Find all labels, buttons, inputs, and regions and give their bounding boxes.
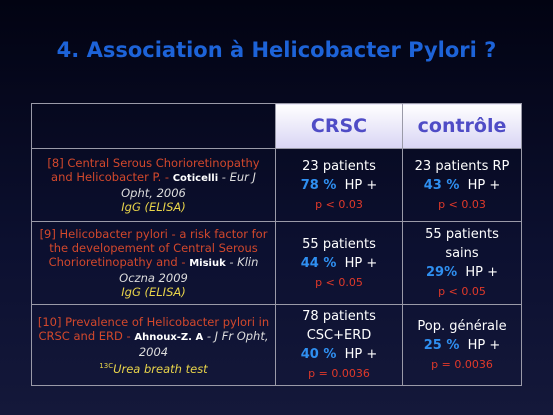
study-method: IgG (ELISA) xyxy=(121,200,186,214)
result-cell: Pop. générale 25 % HP + p = 0.0036 xyxy=(402,304,522,386)
group: 23 patients xyxy=(302,158,376,174)
hp-line: 43 % HP + xyxy=(407,176,517,195)
p-value: p < 0.05 xyxy=(438,285,486,298)
study-cell: [10] Prevalence of Helicobacter pylori i… xyxy=(31,304,276,386)
p-value: p = 0.0036 xyxy=(308,367,370,380)
percentage: 40 % xyxy=(300,347,337,362)
hp-line: 44 % HP + xyxy=(280,254,398,273)
result-cell: 55 patients sains 29% HP + p < 0.05 xyxy=(402,221,522,305)
p-value: p < 0.03 xyxy=(315,197,363,211)
header-cell: contrôle xyxy=(402,103,522,149)
title-lead: 4. Association à xyxy=(56,38,245,62)
hp-line: 29% HP + xyxy=(407,263,517,282)
group: 55 patients xyxy=(302,236,376,252)
hp-line: 40 % HP + xyxy=(280,345,398,364)
study-method: Urea breath test xyxy=(113,361,208,376)
group: 55 patients sains xyxy=(425,227,499,261)
hp-label: HP + xyxy=(344,255,378,271)
group: 78 patients CSC+ERD xyxy=(302,309,376,343)
result-cell: 23 patients 78 % HP + p < 0.03 xyxy=(275,148,403,222)
study-text: [10] Prevalence of Helicobacter pylori i… xyxy=(37,314,270,343)
study-ref: - Eur J Opht, 2006 xyxy=(121,170,256,200)
result-cell: 23 patients RP 43 % HP + p < 0.03 xyxy=(402,148,522,222)
study-cell: [8] Central Serous Chorioretinopathy and… xyxy=(31,148,276,222)
percentage: 78 % xyxy=(300,177,337,193)
study-ref: - J Fr Opht, 2004 xyxy=(138,328,269,359)
hp-label: HP + xyxy=(465,265,499,280)
p-value: p = 0.0036 xyxy=(431,357,493,371)
group: 23 patients RP xyxy=(414,158,510,174)
study-author: Misiuk xyxy=(189,258,226,269)
method-sup: 13C xyxy=(99,361,114,370)
header-empty xyxy=(31,103,276,149)
study-ref: - Klin Oczna 2009 xyxy=(119,255,259,285)
header-cell: CRSC xyxy=(275,103,403,149)
hp-label: HP + xyxy=(344,177,378,193)
hp-label: HP + xyxy=(344,347,378,362)
result-cell: 55 patients 44 % HP + p < 0.05 xyxy=(275,221,403,305)
study-method: IgG (ELISA) xyxy=(121,285,186,299)
hp-label: HP + xyxy=(467,177,501,193)
study-cell: [9] Helicobacter pylori - a risk factor … xyxy=(31,221,276,305)
result-cell: 78 patients CSC+ERD 40 % HP + p = 0.0036 xyxy=(275,304,403,386)
percentage: 44 % xyxy=(300,255,337,271)
percentage: 29% xyxy=(425,265,458,280)
header-row: CRSC contrôle xyxy=(31,103,522,149)
hp-line: 78 % HP + xyxy=(280,176,398,195)
study-text: [9] Helicobacter pylori - a risk factor … xyxy=(39,227,268,269)
percentage: 25 % xyxy=(423,337,460,353)
percentage: 43 % xyxy=(423,177,460,193)
study-author: Coticelli xyxy=(172,173,219,184)
p-value: p < 0.05 xyxy=(315,275,363,289)
title: 4. Association à Helicobacter Pylori ? xyxy=(0,38,553,62)
study-author: Ahnoux-Z. A xyxy=(134,331,204,343)
table: CRSC contrôle [8] Central Serous Chorior… xyxy=(31,103,522,386)
hp-label: HP + xyxy=(467,337,501,353)
group: Pop. générale xyxy=(417,318,507,334)
table-row: [9] Helicobacter pylori - a risk factor … xyxy=(31,221,522,305)
hp-line: 25 % HP + xyxy=(407,336,517,355)
table-row: [10] Prevalence of Helicobacter pylori i… xyxy=(31,304,522,386)
p-value: p < 0.03 xyxy=(438,197,486,211)
title-emphasis: Helicobacter Pylori ? xyxy=(251,38,497,62)
study-text: [8] Central Serous Chorioretinopathy and… xyxy=(47,156,260,184)
table-row: [8] Central Serous Chorioretinopathy and… xyxy=(31,148,522,222)
